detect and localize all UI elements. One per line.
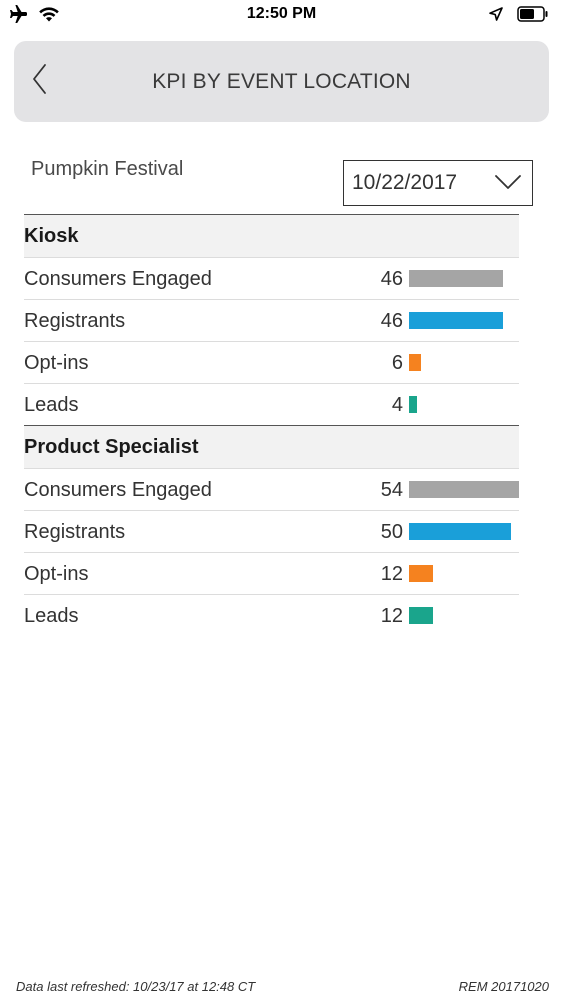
status-right bbox=[489, 6, 549, 27]
airplane-icon bbox=[8, 5, 28, 28]
page-title: KPI BY EVENT LOCATION bbox=[152, 70, 411, 93]
location-arrow-icon bbox=[489, 7, 503, 26]
kpi-table: Kiosk Consumers Engaged 46 Registrants 4… bbox=[24, 214, 519, 636]
date-dropdown[interactable]: 10/22/2017 bbox=[343, 160, 533, 206]
kpi-bar bbox=[409, 565, 433, 582]
kpi-label: Leads bbox=[24, 394, 79, 416]
kpi-bar bbox=[409, 607, 433, 624]
kpi-bar bbox=[409, 312, 503, 329]
kpi-bar bbox=[409, 481, 519, 498]
battery-icon bbox=[517, 6, 549, 27]
kpi-value: 12 bbox=[380, 563, 403, 585]
section-title: Kiosk bbox=[24, 215, 519, 257]
kpi-label: Consumers Engaged bbox=[24, 268, 212, 290]
date-value: 10/22/2017 bbox=[352, 171, 458, 194]
table-row: Opt-ins 6 bbox=[24, 341, 519, 383]
header-bar: KPI BY EVENT LOCATION bbox=[14, 41, 549, 122]
kpi-bar bbox=[409, 354, 421, 371]
data-refreshed-note: Data last refreshed: 10/23/17 at 12:48 C… bbox=[16, 979, 256, 994]
table-row: Registrants 50 bbox=[24, 510, 519, 552]
table-row: Opt-ins 12 bbox=[24, 552, 519, 594]
status-time: 12:50 PM bbox=[246, 5, 317, 22]
section-title: Product Specialist bbox=[24, 426, 519, 468]
status-left bbox=[8, 5, 60, 28]
kpi-bar bbox=[409, 523, 511, 540]
kpi-label: Registrants bbox=[24, 521, 126, 543]
version-label: REM 20171020 bbox=[458, 979, 549, 994]
chevron-down-icon bbox=[494, 173, 522, 196]
table-row: Leads 4 bbox=[24, 383, 519, 425]
section-kiosk: Kiosk Consumers Engaged 46 Registrants 4… bbox=[24, 214, 519, 425]
kpi-bar bbox=[409, 396, 417, 413]
kpi-value: 6 bbox=[391, 352, 403, 374]
table-row: Registrants 46 bbox=[24, 299, 519, 341]
kpi-value: 46 bbox=[380, 268, 403, 290]
table-row: Leads 12 bbox=[24, 594, 519, 636]
section-product-specialist: Product Specialist Consumers Engaged 54 … bbox=[24, 425, 519, 636]
table-row: Consumers Engaged 54 bbox=[24, 468, 519, 510]
kpi-label: Opt-ins bbox=[24, 563, 89, 585]
wifi-icon bbox=[38, 6, 60, 27]
status-bar: 12:50 PM bbox=[0, 0, 563, 30]
table-row: Consumers Engaged 46 bbox=[24, 257, 519, 299]
kpi-value: 12 bbox=[380, 605, 403, 627]
event-name: Pumpkin Festival bbox=[31, 158, 184, 180]
kpi-label: Consumers Engaged bbox=[24, 479, 212, 501]
kpi-bar bbox=[409, 270, 503, 287]
back-button[interactable] bbox=[24, 61, 54, 101]
kpi-value: 50 bbox=[380, 521, 403, 543]
kpi-label: Registrants bbox=[24, 310, 126, 332]
chevron-left-icon bbox=[31, 63, 47, 100]
kpi-value: 46 bbox=[380, 310, 403, 332]
kpi-label: Opt-ins bbox=[24, 352, 89, 374]
kpi-label: Leads bbox=[24, 605, 79, 627]
kpi-value: 4 bbox=[391, 394, 403, 416]
kpi-value: 54 bbox=[380, 479, 403, 501]
